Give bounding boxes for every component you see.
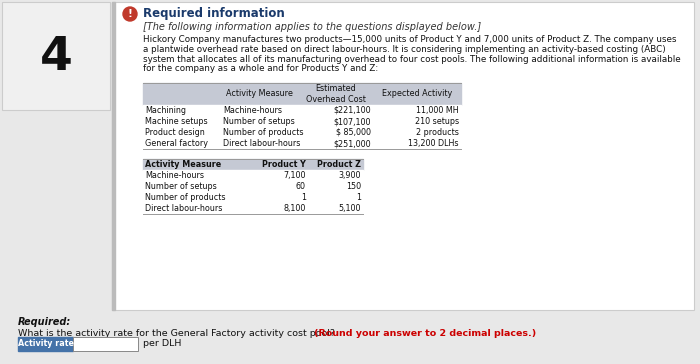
- Text: General factory: General factory: [145, 139, 208, 148]
- Text: Number of setups: Number of setups: [145, 182, 217, 191]
- Bar: [112, 2, 115, 310]
- Text: 60: 60: [296, 182, 306, 191]
- Bar: [18, 337, 73, 351]
- Text: 11,000 MH: 11,000 MH: [416, 106, 459, 115]
- Text: Product Y: Product Y: [262, 160, 306, 169]
- Circle shape: [123, 7, 137, 21]
- Text: per DLH: per DLH: [143, 340, 181, 348]
- Text: Number of setups: Number of setups: [223, 117, 295, 126]
- FancyBboxPatch shape: [2, 2, 110, 110]
- Text: Required information: Required information: [143, 8, 285, 20]
- Bar: [73, 337, 138, 351]
- Text: What is the activity rate for the General Factory activity cost pool?: What is the activity rate for the Genera…: [18, 328, 338, 337]
- Text: Direct labour-hours: Direct labour-hours: [145, 204, 223, 213]
- Text: Expected Activity: Expected Activity: [382, 90, 452, 99]
- Text: Activity Measure: Activity Measure: [226, 90, 293, 99]
- Text: 1: 1: [356, 193, 361, 202]
- Text: $107,100: $107,100: [333, 117, 371, 126]
- Text: Activity rate: Activity rate: [18, 340, 74, 348]
- Text: 210 setups: 210 setups: [415, 117, 459, 126]
- Text: $221,100: $221,100: [333, 106, 371, 115]
- Text: 1: 1: [301, 193, 306, 202]
- Bar: [143, 127, 461, 138]
- Text: Activity Measure: Activity Measure: [145, 160, 221, 169]
- Bar: [143, 159, 363, 170]
- Text: Machine-hours: Machine-hours: [223, 106, 282, 115]
- Text: Product Z: Product Z: [317, 160, 361, 169]
- Text: Number of products: Number of products: [145, 193, 225, 202]
- Text: 13,200 DLHs: 13,200 DLHs: [409, 139, 459, 148]
- Text: 2 products: 2 products: [416, 128, 459, 137]
- Text: Estimated: Estimated: [315, 84, 356, 93]
- Text: $ 85,000: $ 85,000: [336, 128, 371, 137]
- Bar: [143, 170, 363, 181]
- Bar: [143, 181, 363, 192]
- Bar: [143, 192, 363, 203]
- Bar: [143, 83, 461, 105]
- Text: Machine-hours: Machine-hours: [145, 171, 204, 180]
- Text: system that allocates all of its manufacturing overhead to four cost pools. The : system that allocates all of its manufac…: [143, 55, 680, 63]
- Text: Direct labour-hours: Direct labour-hours: [223, 139, 300, 148]
- Text: $251,000: $251,000: [333, 139, 371, 148]
- Text: Machine setups: Machine setups: [145, 117, 208, 126]
- Bar: [143, 105, 461, 116]
- Text: (Round your answer to 2 decimal places.): (Round your answer to 2 decimal places.): [314, 328, 536, 337]
- Text: Number of products: Number of products: [223, 128, 304, 137]
- Text: a plantwide overhead rate based on direct labour-hours. It is considering implem: a plantwide overhead rate based on direc…: [143, 45, 666, 54]
- Bar: [143, 116, 461, 127]
- Text: 3,900: 3,900: [339, 171, 361, 180]
- Text: Hickory Company manufactures two products—15,000 units of Product Y and 7,000 un: Hickory Company manufactures two product…: [143, 36, 676, 44]
- Text: 8,100: 8,100: [284, 204, 306, 213]
- Text: 7,100: 7,100: [284, 171, 306, 180]
- Text: 5,100: 5,100: [339, 204, 361, 213]
- FancyBboxPatch shape: [112, 2, 694, 310]
- Text: 150: 150: [346, 182, 361, 191]
- Bar: [143, 138, 461, 149]
- Text: Required:: Required:: [18, 317, 71, 327]
- Text: for the company as a whole and for Products Y and Z:: for the company as a whole and for Produ…: [143, 64, 378, 73]
- Text: Machining: Machining: [145, 106, 186, 115]
- Text: Product design: Product design: [145, 128, 204, 137]
- Bar: [143, 203, 363, 214]
- Text: !: !: [127, 9, 132, 19]
- Text: [The following information applies to the questions displayed below.]: [The following information applies to th…: [143, 22, 481, 32]
- Text: 4: 4: [40, 36, 72, 80]
- Text: Overhead Cost: Overhead Cost: [306, 95, 365, 104]
